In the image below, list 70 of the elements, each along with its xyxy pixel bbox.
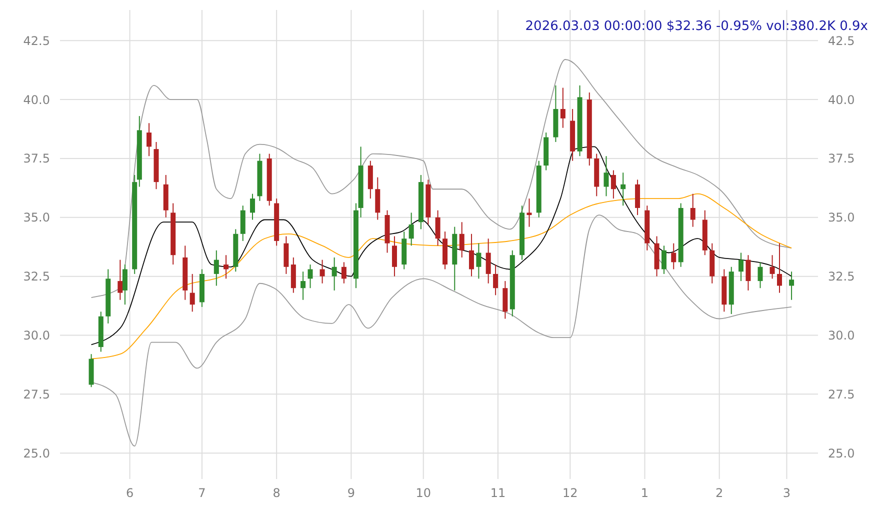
candlestick	[560, 87, 566, 128]
candlestick	[224, 254, 229, 280]
x-tick-label: 6	[126, 486, 134, 500]
y2-tick-label: 25.0	[828, 446, 855, 460]
y-tick-label: 37.5	[23, 152, 50, 166]
candlestick	[190, 273, 195, 312]
y-tick-label: 30.0	[23, 328, 50, 342]
candlestick	[320, 259, 325, 284]
y-tick-label: 40.0	[23, 92, 50, 107]
candlestick	[777, 242, 782, 294]
candlestick	[746, 254, 751, 291]
candlestick	[122, 264, 128, 306]
candlestick	[290, 256, 296, 294]
candlestick	[368, 160, 373, 200]
candlestick	[146, 122, 152, 157]
y2-tick-label: 30.0	[828, 328, 855, 342]
candlestick	[486, 238, 491, 284]
candlestick	[690, 193, 696, 228]
candlestick	[493, 264, 498, 296]
candlestick	[284, 236, 289, 274]
y2-tick-label: 32.5	[828, 270, 855, 284]
y2-tick-label: 27.5	[828, 387, 855, 402]
candlestick	[341, 262, 346, 284]
y2-tick-label: 37.5	[828, 152, 855, 166]
candlestick	[620, 172, 626, 206]
x-tick-label: 3	[782, 486, 791, 500]
y-tick-label: 35.0	[23, 210, 50, 225]
line-series	[90, 59, 792, 298]
candlestick	[502, 280, 508, 320]
y2-tick-label: 35.0	[828, 210, 855, 225]
x-tick-label: 8	[272, 486, 280, 500]
candlestick	[214, 250, 219, 286]
y-tick-label: 42.5	[23, 34, 50, 48]
candlestick	[526, 198, 532, 228]
x-tick-label: 11	[490, 486, 506, 500]
x-tick-label: 2	[716, 486, 724, 500]
candlestick	[308, 264, 313, 289]
x-tick-label: 1	[640, 486, 649, 500]
text: 2026.03.03 00:00:00 $32.36 -0.95% vol:380.2K 0.9x	[525, 19, 868, 34]
candlestick	[671, 242, 676, 270]
x-tick-label: 12	[562, 486, 578, 500]
x-tick-label: 10	[416, 486, 431, 500]
candlestick	[300, 271, 306, 300]
line-series	[90, 146, 792, 346]
y2-tick-label: 40.0	[828, 92, 855, 107]
y2-tick-label: 42.5	[828, 34, 855, 48]
candlestick	[661, 245, 666, 274]
candlestick	[789, 271, 794, 300]
candlestick	[738, 252, 744, 282]
candlestick	[435, 210, 440, 246]
candlestick	[758, 262, 763, 289]
candlestick	[459, 222, 464, 258]
candlestick	[476, 242, 482, 280]
candlestick	[610, 170, 616, 200]
candlestick	[468, 233, 474, 277]
candlestick	[635, 179, 640, 216]
candlestick	[332, 256, 337, 291]
candlestick	[375, 176, 380, 220]
x-tick-label: 9	[347, 486, 355, 500]
candlestick	[604, 156, 609, 197]
candlestick	[770, 254, 775, 280]
candlestick	[408, 212, 414, 246]
candlestick	[250, 193, 256, 220]
y-tick-label: 27.5	[23, 387, 50, 402]
candlestick	[240, 205, 246, 242]
y-tick-label: 25.0	[23, 446, 50, 460]
candlestick	[118, 259, 123, 300]
candlestick	[392, 236, 397, 277]
y-tick-label: 32.5	[23, 270, 50, 284]
x-tick-label: 7	[198, 486, 206, 500]
